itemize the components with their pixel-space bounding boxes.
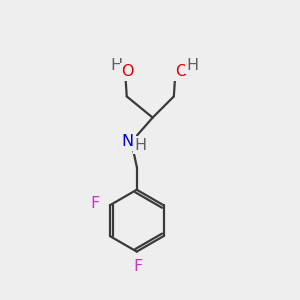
Text: O: O xyxy=(175,64,188,80)
Text: N: N xyxy=(122,134,134,149)
Text: F: F xyxy=(90,196,99,211)
Text: H: H xyxy=(135,138,147,153)
Text: H: H xyxy=(110,58,122,73)
Text: O: O xyxy=(122,64,134,80)
Text: H: H xyxy=(186,58,199,73)
Text: F: F xyxy=(134,260,143,274)
